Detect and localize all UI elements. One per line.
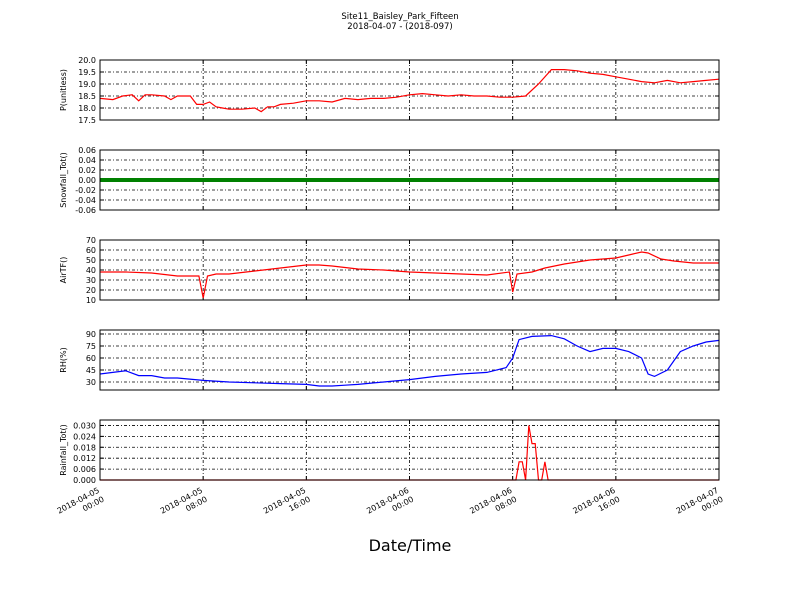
subplot-5: 0.000 0.006 0.012 0.018 0.024 0.030 Rainfall_T…: [59, 419, 720, 485]
x-tick-label: 2018-04-0700:00: [675, 486, 725, 525]
y-tick-label: 20.0: [78, 56, 96, 65]
x-tick-label: 2018-04-0516:00: [262, 486, 312, 525]
y-tick-label: 30: [86, 276, 96, 285]
y-tick-label: -0.04: [75, 196, 96, 205]
y-axis-label: RH(%): [59, 347, 68, 372]
series-line-1: [99, 68, 720, 113]
y-tick-label: 30: [86, 378, 96, 387]
x-axis-label: Date/Time: [369, 536, 452, 555]
subplot-1: 17.5 18.0 18.5 19.0 19.5 20.0 P(unitless): [59, 56, 720, 125]
plot-frame: [99, 419, 720, 481]
y-tick-label: 70: [86, 236, 96, 245]
y-tick-label: 19.5: [78, 68, 96, 77]
plot-frame: [99, 329, 720, 391]
y-tick-label: -0.06: [75, 206, 96, 215]
x-tick-label: 2018-04-0600:00: [365, 486, 415, 525]
y-tick-label: 60: [86, 354, 96, 363]
x-tick-label: 2018-04-0500:00: [56, 486, 106, 525]
y-tick-label: 0.006: [73, 465, 96, 474]
series-line-3: [100, 251, 719, 299]
y-tick-label: 20: [86, 286, 96, 295]
y-tick-label: 19.0: [78, 80, 96, 89]
y-axis-label: P(unitless): [59, 69, 68, 111]
y-tick-label: 0.024: [73, 432, 96, 441]
y-tick-label: 0.012: [73, 454, 96, 463]
y-tick-label: 50: [86, 256, 96, 265]
y-tick-label: 10: [86, 296, 96, 305]
series-line-5: [100, 425, 719, 481]
x-axis-ticks: 2018-04-0500:00 2018-04-0508:00 2018-04-05…: [56, 486, 725, 525]
subplot-4: 30 45 60 75 90 RH(%): [59, 329, 720, 391]
y-tick-label: 75: [86, 342, 96, 351]
y-tick-label: 18.5: [78, 92, 96, 101]
chart-title: Site11_Baisley_Park_Fifteen: [341, 12, 458, 22]
plot-frame: [99, 239, 720, 301]
y-tick-label: 18.0: [78, 104, 96, 113]
y-tick-label: 0.00: [78, 176, 96, 185]
plot-frame: [99, 59, 720, 121]
y-tick-label: 0.06: [78, 146, 96, 155]
y-tick-label: 0.04: [78, 156, 96, 165]
y-tick-label: -0.02: [75, 186, 96, 195]
y-tick-label: 60: [86, 246, 96, 255]
y-tick-label: 0.000: [73, 476, 96, 485]
y-tick-label: 0.030: [73, 421, 96, 430]
y-axis-label: AirTF(): [59, 257, 68, 284]
subplot-2: -0.06-0.04-0.020.000.020.040.06 Snowfall_…: [59, 146, 720, 215]
plot-frame: [99, 149, 720, 211]
y-axis-label: Snowfall_Tot(): [59, 152, 68, 208]
y-tick-label: 0.018: [73, 443, 96, 452]
series-line-4: [99, 334, 720, 387]
x-tick-label: 2018-04-0508:00: [159, 486, 209, 525]
chart-subtitle: 2018-04-07 - (2018-097): [347, 22, 452, 32]
y-tick-label: 40: [86, 266, 96, 275]
y-tick-label: 0.02: [78, 166, 96, 175]
y-tick-label: 90: [86, 330, 96, 339]
subplots: 17.5 18.0 18.5 19.0 19.5 20.0 P(unitless) -0.06…: [59, 56, 720, 485]
y-tick-label: 17.5: [78, 116, 96, 125]
x-tick-label: 2018-04-0608:00: [468, 486, 518, 525]
y-axis-label: Rainfall_Tot(): [59, 424, 68, 476]
y-tick-label: 45: [86, 366, 96, 375]
x-tick-label: 2018-04-0616:00: [571, 486, 621, 525]
